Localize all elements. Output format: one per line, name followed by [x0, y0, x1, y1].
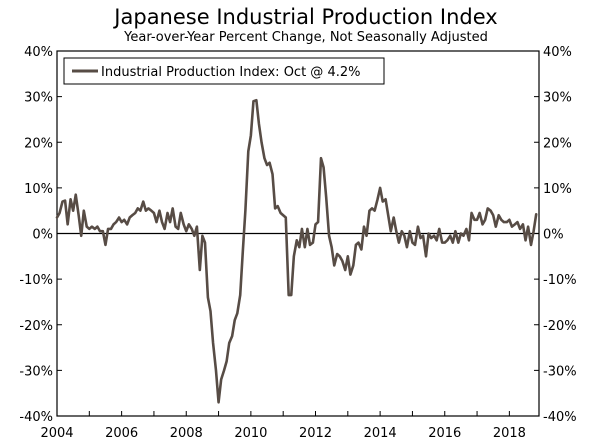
chart-subtitle: Year-over-Year Percent Change, Not Seaso… [123, 30, 488, 45]
y-tick-label-left: 20% [24, 136, 53, 151]
chart-title: Japanese Industrial Production Index [112, 5, 497, 29]
legend-box [63, 57, 385, 85]
y-tick-label-left: 40% [24, 45, 53, 60]
y-tick-label-right: 0% [543, 228, 564, 243]
x-tick-label: 2008 [170, 426, 203, 441]
x-tick-label: 2018 [493, 426, 526, 441]
x-tick-label: 2012 [299, 426, 332, 441]
y-tick-label-right: -10% [543, 273, 577, 288]
x-tick-label: 2010 [234, 426, 267, 441]
legend: Industrial Production Index: Oct @ 4.2% [63, 57, 385, 85]
series-line [55, 98, 538, 404]
y-tick-label-right: 30% [543, 91, 572, 106]
y-tick-label-left: -40% [19, 410, 53, 425]
x-tick-label: 2004 [40, 426, 73, 441]
y-tick-label-right: -20% [543, 319, 577, 334]
y-tick-label-left: 30% [24, 91, 53, 106]
y-tick-label-left: -30% [19, 364, 53, 379]
y-tick-label-right: -40% [543, 410, 577, 425]
legend-label: Industrial Production Index: Oct @ 4.2% [101, 65, 360, 80]
x-tick-label: 2006 [105, 426, 138, 441]
x-tick-label: 2014 [364, 426, 397, 441]
y-tick-label-right: -30% [543, 364, 577, 379]
y-tick-label-right: 10% [543, 182, 572, 197]
y-tick-label-left: 0% [32, 228, 53, 243]
y-tick-label-left: 10% [24, 182, 53, 197]
y-tick-label-right: 20% [543, 136, 572, 151]
x-tick-label: 2016 [428, 426, 461, 441]
axis-tick-labels: -40% -40% -30% -30% -20% -20% -10% -10% 0% 0% 10% 1… [19, 45, 576, 441]
y-tick-label-left: -20% [19, 319, 53, 334]
y-tick-label-right: 40% [543, 45, 572, 60]
y-tick-label-left: -10% [19, 273, 53, 288]
series-group [55, 98, 538, 404]
